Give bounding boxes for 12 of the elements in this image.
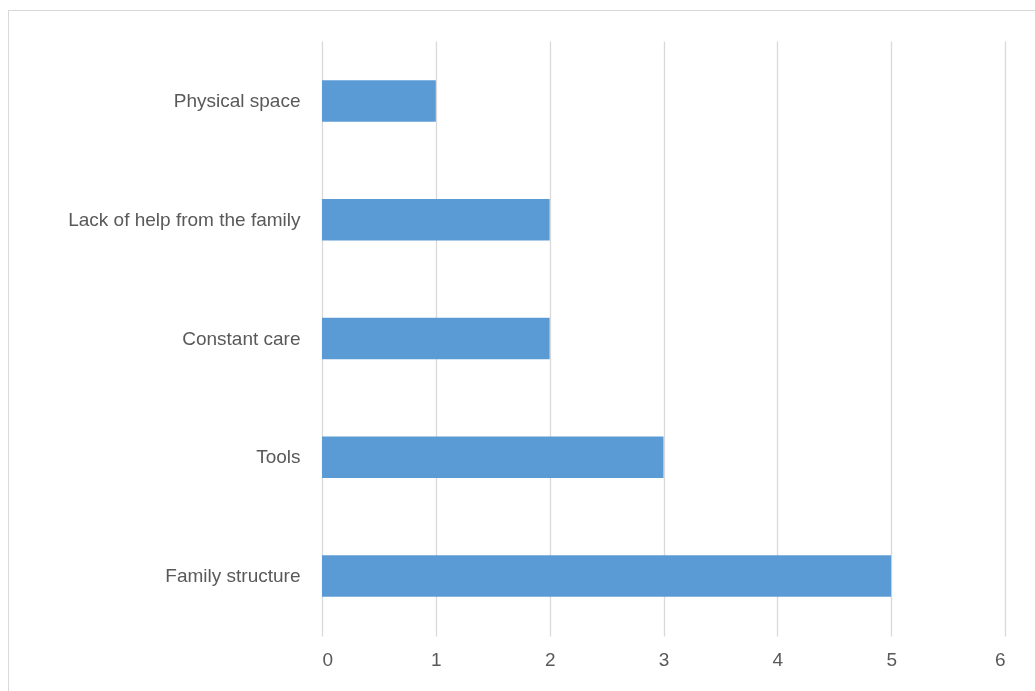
y-tick-label: Family structure [165,565,301,587]
y-tick-label: Tools [256,446,301,468]
x-tick-label: 2 [544,648,556,670]
y-tick-label: Physical space [173,89,301,111]
x-tick-label: 5 [886,648,897,670]
y-tick-label: Lack of help from the family [68,208,301,230]
x-tick-label: 1 [431,648,442,670]
x-tick-label: 3 [658,648,670,670]
y-tick-label: Constant care [182,327,301,349]
x-tick-label: 4 [772,648,784,670]
x-tick-label: 6 [994,648,1006,670]
x-tick-label: 0 [322,648,334,670]
